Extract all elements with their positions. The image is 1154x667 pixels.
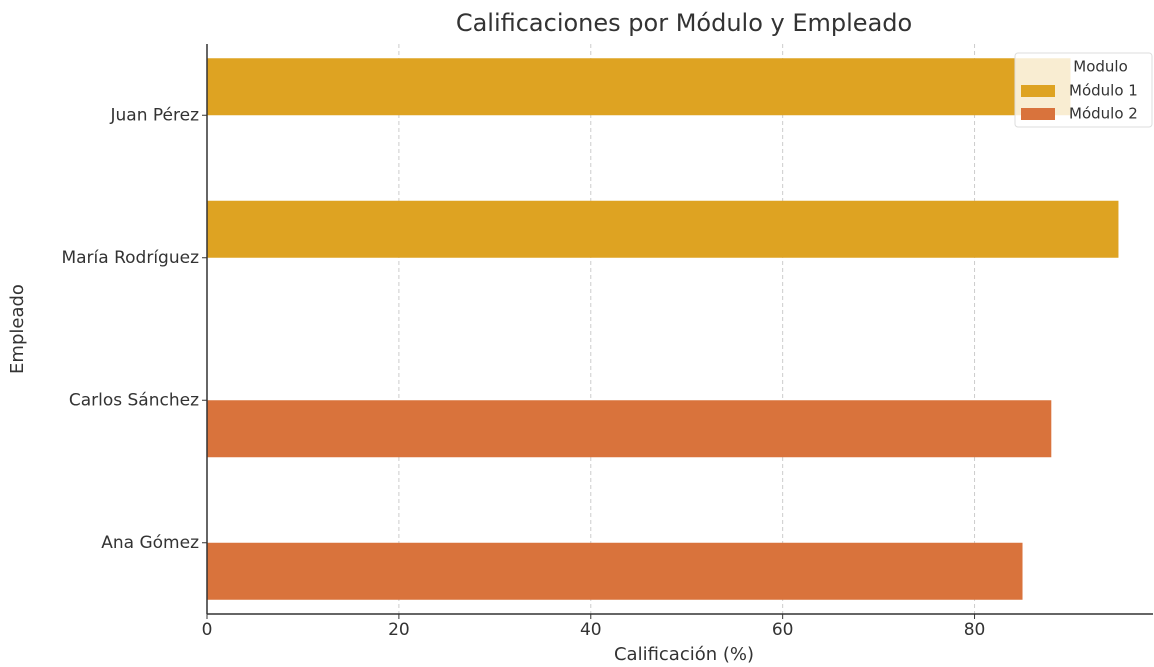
bar bbox=[207, 542, 1023, 600]
y-axis-label: Empleado bbox=[7, 284, 28, 374]
y-tick-label: Carlos Sánchez bbox=[69, 390, 199, 410]
legend-swatch bbox=[1021, 108, 1055, 120]
legend-title: Modulo bbox=[1073, 58, 1128, 76]
x-axis-label: Calificación (%) bbox=[614, 644, 754, 665]
y-tick-label: Juan Pérez bbox=[110, 105, 200, 125]
x-tick-label: 80 bbox=[964, 620, 986, 640]
chart-title: Calificaciones por Módulo y Empleado bbox=[456, 9, 912, 37]
legend-label: Módulo 2 bbox=[1069, 105, 1138, 123]
x-tick-label: 60 bbox=[772, 620, 794, 640]
bar bbox=[207, 200, 1119, 258]
x-tick-label: 20 bbox=[388, 620, 410, 640]
bar bbox=[207, 58, 1071, 116]
legend: Modulo Módulo 1 Módulo 2 bbox=[1014, 52, 1153, 128]
y-tick-label: Ana Gómez bbox=[101, 533, 199, 553]
bar bbox=[207, 400, 1052, 458]
y-tick-label: María Rodríguez bbox=[61, 248, 199, 268]
x-tick-label: 40 bbox=[580, 620, 602, 640]
legend-label: Módulo 1 bbox=[1069, 82, 1138, 100]
x-tick-label: 0 bbox=[202, 620, 213, 640]
legend-swatch bbox=[1021, 85, 1055, 97]
